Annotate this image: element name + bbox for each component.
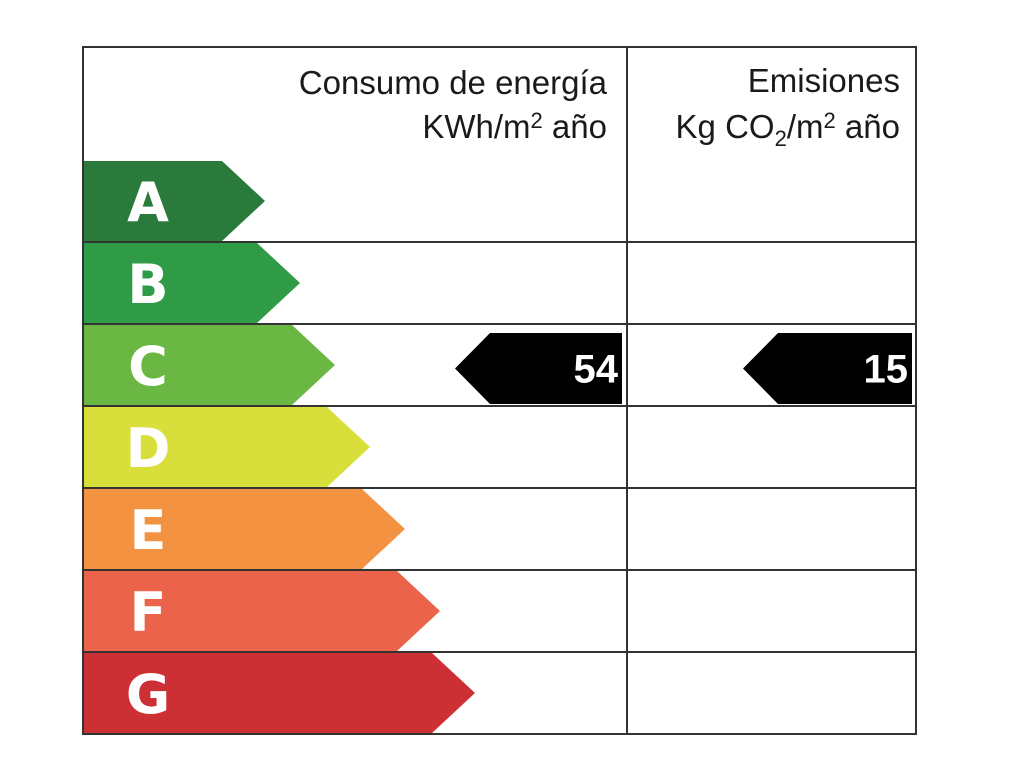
grade-letter: B (127, 253, 168, 316)
unit-sub: 2 (775, 126, 787, 151)
energy-title: Consumo de energía (299, 64, 608, 101)
rating-value: 54 (574, 348, 619, 392)
grade-arrow (84, 653, 475, 733)
grade-letter: A (127, 171, 169, 234)
grade-arrow (84, 489, 405, 569)
unit-part: Kg CO (676, 108, 775, 145)
unit-part: /m (787, 108, 824, 145)
grade-letter: E (130, 499, 167, 562)
grade-letter: G (126, 663, 170, 726)
unit-part: año (836, 108, 900, 145)
energy-unit: KWh/m2 año (422, 108, 607, 145)
emissions-title: Emisiones (748, 62, 900, 99)
grade-letter: F (130, 581, 167, 644)
grade-letter: C (128, 335, 168, 398)
grade-arrow (84, 571, 440, 651)
grade-arrow (84, 407, 370, 487)
rating-arrow (743, 333, 912, 404)
grade-arrow (84, 325, 335, 405)
unit-sup: 2 (824, 108, 836, 133)
unit-sup: 2 (531, 108, 543, 133)
frame (82, 46, 917, 735)
unit-part: año (543, 108, 607, 145)
rating-value: 15 (864, 348, 909, 392)
emissions-unit: Kg CO2/m2 año (676, 108, 900, 151)
grade-arrow (84, 243, 300, 323)
rating-arrow (455, 333, 622, 404)
unit-part: KWh/m (422, 108, 530, 145)
grade-arrow (84, 161, 265, 241)
grade-letter: D (126, 417, 171, 480)
